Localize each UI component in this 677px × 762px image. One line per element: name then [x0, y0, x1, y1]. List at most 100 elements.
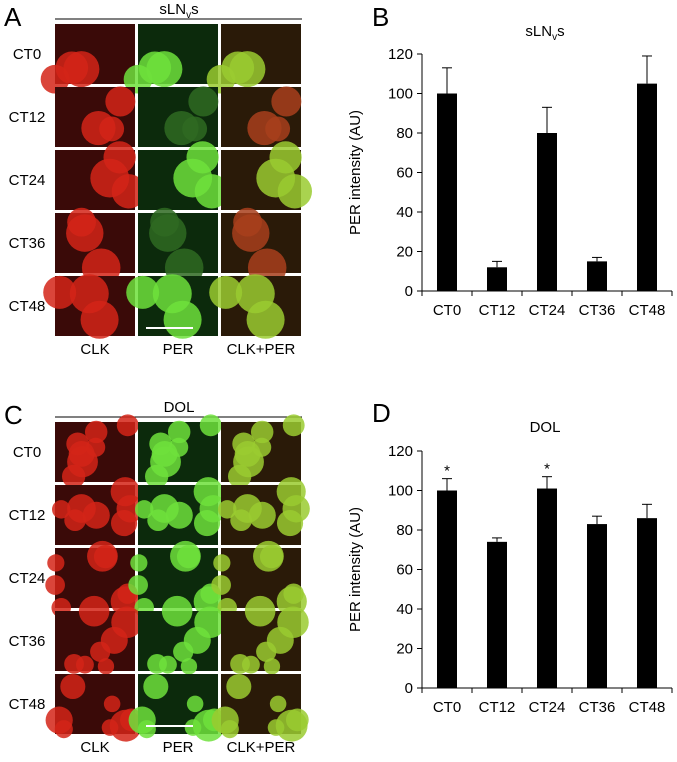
- row-label: CT36: [9, 235, 46, 252]
- cell: [116, 414, 139, 437]
- annotation: *: [544, 461, 550, 478]
- cell: [97, 658, 115, 675]
- cell: [170, 540, 201, 572]
- micrograph: [55, 414, 139, 489]
- cell: [47, 554, 65, 572]
- cell: [54, 720, 73, 739]
- title-text: sLN: [525, 23, 552, 40]
- cell: [126, 275, 160, 309]
- cell: [150, 494, 179, 523]
- x-tick-label: CT36: [579, 699, 616, 716]
- cell: [244, 595, 276, 627]
- micrograph: [211, 540, 307, 618]
- y-tick-label: 100: [388, 86, 413, 103]
- cell: [277, 606, 309, 639]
- column-label: PER: [163, 341, 194, 358]
- cell: [276, 477, 306, 507]
- y-tick-label: 0: [405, 283, 413, 300]
- micrograph: [211, 674, 309, 742]
- cell: [143, 674, 169, 700]
- micrograph: [138, 595, 226, 675]
- column-label: PER: [163, 739, 194, 756]
- x-tick-label: CT48: [629, 699, 666, 716]
- cell: [105, 86, 136, 117]
- cell: [128, 575, 148, 595]
- x-tick-label: CT48: [629, 302, 666, 319]
- error-bar: [642, 503, 652, 519]
- micrograph: [128, 540, 224, 618]
- micrograph: [123, 24, 218, 94]
- bar: [537, 488, 557, 688]
- panel-letter: D: [372, 398, 391, 428]
- row-label: CT12: [9, 109, 46, 126]
- cell: [194, 606, 226, 639]
- cell: [250, 420, 274, 444]
- cell: [263, 658, 281, 675]
- bar: [587, 524, 607, 688]
- micrograph: [55, 141, 147, 210]
- error-bar: [542, 106, 552, 133]
- micrograph: [138, 86, 219, 147]
- cell: [233, 207, 262, 237]
- y-tick-label: 20: [396, 641, 413, 658]
- y-axis-label: PER intensity (AU): [347, 507, 364, 632]
- column-label: CLK: [80, 341, 109, 358]
- cell: [277, 174, 313, 209]
- cell: [67, 207, 96, 237]
- y-tick-label: 0: [405, 680, 413, 697]
- cell: [150, 207, 179, 237]
- row-label: CT24: [9, 172, 46, 189]
- cell: [211, 575, 231, 595]
- cell: [217, 500, 237, 519]
- cell: [67, 494, 96, 523]
- title-text: DOL: [530, 419, 561, 436]
- micrograph: [221, 595, 309, 675]
- y-tick-label: 40: [396, 601, 413, 618]
- micrograph: [40, 24, 135, 94]
- error-bar: [492, 260, 502, 268]
- cell: [78, 595, 110, 627]
- cell: [111, 606, 143, 639]
- cell: [75, 655, 94, 674]
- cell: [209, 275, 243, 309]
- error-bar: [542, 476, 552, 489]
- micrograph: [134, 477, 227, 545]
- cell: [151, 440, 178, 467]
- y-tick-label: 80: [396, 125, 413, 142]
- title-suffix: s: [557, 23, 565, 40]
- cell: [283, 583, 304, 604]
- cell: [167, 420, 191, 444]
- panel-letter: B: [372, 2, 389, 32]
- x-tick-label: CT0: [433, 302, 461, 319]
- cell: [137, 720, 156, 739]
- y-tick-label: 40: [396, 204, 413, 221]
- y-tick-label: 20: [396, 244, 413, 261]
- micrograph: [221, 414, 305, 489]
- error-bar: [592, 256, 602, 262]
- cell: [193, 477, 223, 507]
- title-suffix: s: [191, 1, 199, 18]
- bar: [587, 261, 607, 291]
- cell: [256, 641, 277, 662]
- cell: [84, 420, 108, 444]
- cell: [241, 655, 260, 674]
- micrograph: [217, 477, 310, 545]
- cell: [61, 464, 86, 489]
- error-bar: [592, 515, 602, 525]
- panel-letter: C: [4, 400, 23, 430]
- cell: [271, 86, 302, 117]
- y-tick-label: 120: [388, 46, 413, 63]
- cell: [220, 720, 239, 739]
- cell: [60, 674, 86, 700]
- cell: [182, 116, 208, 142]
- cell: [186, 695, 204, 713]
- row-label: CT24: [9, 570, 46, 587]
- annotation: *: [444, 463, 450, 480]
- bar: [437, 93, 457, 291]
- cell: [282, 414, 305, 437]
- cell: [265, 116, 291, 142]
- x-tick-label: CT12: [479, 302, 516, 319]
- cell: [68, 440, 95, 467]
- title-text: DOL: [164, 399, 195, 416]
